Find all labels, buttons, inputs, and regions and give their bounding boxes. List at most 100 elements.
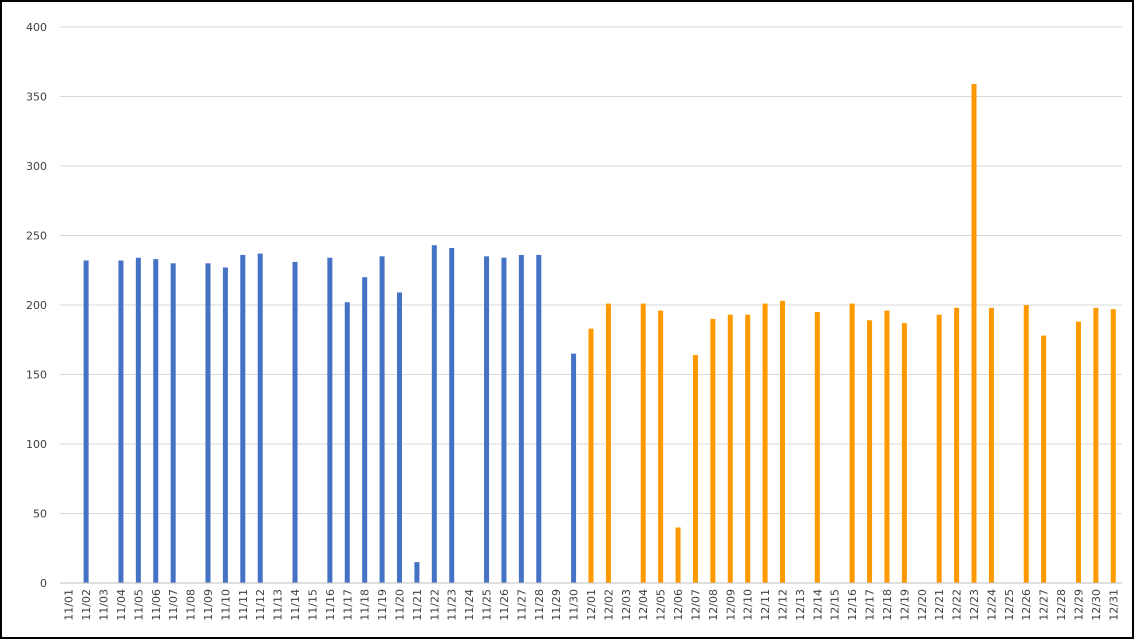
x-tick-label: 12/29 xyxy=(1072,589,1085,621)
x-tick-label: 12/02 xyxy=(602,589,615,621)
bar-11-30 xyxy=(571,353,577,583)
x-tick-label: 12/06 xyxy=(672,589,685,621)
x-tick-label: 11/03 xyxy=(98,589,111,621)
bar-11-09 xyxy=(205,263,211,583)
x-tick-label: 12/28 xyxy=(1055,589,1068,621)
x-tick-label: 11/29 xyxy=(550,589,563,621)
bar-11-26 xyxy=(501,257,507,583)
bar-12-02 xyxy=(605,303,611,583)
bar-12-31 xyxy=(1110,309,1116,583)
x-tick-label: 11/24 xyxy=(463,589,476,621)
bar-12-27 xyxy=(1041,335,1047,583)
x-tick-label: 12/27 xyxy=(1038,589,1051,621)
bar-11-11 xyxy=(240,254,246,583)
x-tick-label: 12/03 xyxy=(620,589,633,621)
bar-11-20 xyxy=(396,292,402,583)
bar-12-18 xyxy=(884,310,890,583)
gridlines xyxy=(60,26,1122,514)
y-tick-label: 50 xyxy=(33,508,47,521)
x-tick-label: 11/07 xyxy=(167,589,180,621)
x-tick-label: 12/12 xyxy=(777,589,790,621)
x-tick-label: 11/17 xyxy=(341,589,354,621)
bar-12-07 xyxy=(692,355,698,583)
bar-11-10 xyxy=(222,267,228,583)
x-tick-label: 11/20 xyxy=(393,589,406,621)
x-tick-label: 11/05 xyxy=(132,589,145,621)
bar-11-25 xyxy=(484,256,490,583)
bar-12-30 xyxy=(1093,307,1099,583)
x-tick-label: 11/02 xyxy=(80,589,93,621)
y-tick-label: 350 xyxy=(26,91,47,104)
bar-12-14 xyxy=(814,311,820,583)
bar-11-12 xyxy=(257,253,263,583)
x-tick-label: 12/18 xyxy=(881,589,894,621)
x-tick-label: 12/04 xyxy=(637,589,650,621)
y-tick-label: 100 xyxy=(26,438,47,451)
x-tick-label: 12/11 xyxy=(759,589,772,621)
x-tick-label: 11/19 xyxy=(376,589,389,621)
x-tick-label: 11/21 xyxy=(411,589,424,621)
x-tick-label: 11/01 xyxy=(63,589,76,621)
x-tick-label: 12/01 xyxy=(585,589,598,621)
x-tick-label: 12/23 xyxy=(968,589,981,621)
bar-12-19 xyxy=(901,323,907,583)
bar-12-26 xyxy=(1023,305,1029,583)
x-tick-label: 12/24 xyxy=(985,589,998,621)
x-tick-label: 12/19 xyxy=(898,589,911,621)
bar-12-29 xyxy=(1075,321,1081,583)
bar-12-11 xyxy=(762,303,768,583)
bar-12-04 xyxy=(640,303,646,583)
x-tick-label: 11/22 xyxy=(428,589,441,621)
x-axis-tick-labels: 11/01 11/02 11/03 11/04 11/05 11/06 11/07 11/08… xyxy=(63,589,1121,621)
y-axis-tick-labels: 0 50 100 150 200 250 300 350 400 xyxy=(26,21,47,590)
x-tick-label: 12/09 xyxy=(724,589,737,621)
x-tick-label: 11/08 xyxy=(185,589,198,621)
bar-11-19 xyxy=(379,256,385,583)
bar-12-09 xyxy=(727,314,733,583)
bar-11-27 xyxy=(518,254,524,583)
x-tick-label: 11/16 xyxy=(324,589,337,621)
x-tick-label: 11/09 xyxy=(202,589,215,621)
bar-11-28 xyxy=(536,254,542,583)
x-tick-label: 12/15 xyxy=(829,589,842,621)
x-tick-label: 11/25 xyxy=(481,589,494,621)
x-tick-label: 11/13 xyxy=(272,589,285,621)
bar-11-23 xyxy=(449,248,455,583)
y-tick-label: 400 xyxy=(26,21,47,34)
x-tick-label: 11/26 xyxy=(498,589,511,621)
y-tick-label: 0 xyxy=(40,577,47,590)
x-tick-label: 12/25 xyxy=(1003,589,1016,621)
x-tick-label: 12/31 xyxy=(1107,589,1120,621)
x-tick-label: 12/20 xyxy=(916,589,929,621)
bar-12-12 xyxy=(780,300,786,583)
bar-11-18 xyxy=(362,277,368,583)
y-tick-label: 150 xyxy=(26,369,47,382)
x-tick-label: 11/06 xyxy=(150,589,163,621)
bar-11-06 xyxy=(153,259,159,583)
bar-12-01 xyxy=(588,328,594,583)
x-tick-label: 12/21 xyxy=(933,589,946,621)
x-tick-label: 12/30 xyxy=(1090,589,1103,621)
bar-12-16 xyxy=(849,303,855,583)
bar-12-08 xyxy=(710,318,716,583)
bar-11-21 xyxy=(414,562,420,583)
x-tick-label: 11/11 xyxy=(237,589,250,621)
bar-11-04 xyxy=(118,260,124,583)
x-tick-label: 12/07 xyxy=(689,589,702,621)
x-tick-label: 12/17 xyxy=(864,589,877,621)
y-tick-label: 250 xyxy=(26,230,47,243)
bar-12-21 xyxy=(936,314,942,583)
bar-11-17 xyxy=(344,302,350,583)
x-tick-label: 11/28 xyxy=(533,589,546,621)
x-tick-label: 12/08 xyxy=(707,589,720,621)
y-tick-label: 300 xyxy=(26,160,47,173)
bar-12-06 xyxy=(675,527,681,583)
bar-12-23 xyxy=(971,83,977,584)
x-tick-label: 11/18 xyxy=(359,589,372,621)
bar-11-22 xyxy=(431,245,437,584)
bar-11-05 xyxy=(135,257,141,583)
x-tick-label: 11/27 xyxy=(515,589,528,621)
x-tick-label: 11/14 xyxy=(289,589,302,621)
bar-12-17 xyxy=(867,320,873,583)
